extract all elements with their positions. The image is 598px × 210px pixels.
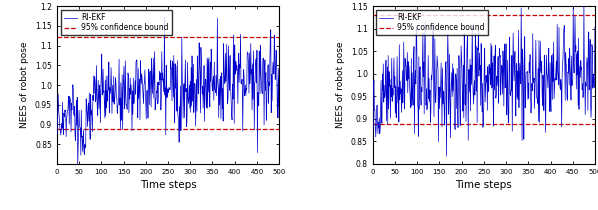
RI-EKF: [54, 132, 61, 135]
95% confidence bound: [370, 122, 377, 125]
RI-EKF: [502, 80, 509, 82]
RI-EKF: [276, 75, 283, 77]
RI-EKF: [236, 66, 243, 69]
RI-EKF: [580, 0, 587, 3]
Legend: RI-EKF, 95% confidence bound: RI-EKF, 95% confidence bound: [60, 10, 172, 35]
95% confidence bound: [54, 127, 61, 130]
Line: RI-EKF: RI-EKF: [373, 1, 595, 156]
95% confidence bound: [53, 127, 60, 130]
RI-EKF: [74, 164, 81, 167]
Line: RI-EKF: RI-EKF: [57, 17, 279, 166]
RI-EKF: [552, 79, 559, 81]
Y-axis label: NEES of robot pose: NEES of robot pose: [20, 42, 29, 128]
RI-EKF: [370, 130, 377, 133]
X-axis label: Time steps: Time steps: [456, 180, 512, 190]
RI-EKF: [161, 16, 168, 19]
RI-EKF: [271, 53, 278, 56]
RI-EKF: [490, 125, 497, 127]
Y-axis label: NEES of robot pose: NEES of robot pose: [336, 42, 345, 128]
RI-EKF: [475, 75, 483, 77]
95% confidence bound: [369, 122, 376, 125]
RI-EKF: [443, 155, 450, 157]
RI-EKF: [587, 101, 594, 103]
X-axis label: Time steps: Time steps: [140, 180, 196, 190]
RI-EKF: [161, 94, 169, 96]
RI-EKF: [477, 64, 484, 67]
RI-EKF: [187, 80, 194, 83]
Legend: RI-EKF, 95% confidence bound: RI-EKF, 95% confidence bound: [376, 10, 487, 35]
RI-EKF: [175, 116, 182, 118]
RI-EKF: [160, 81, 167, 83]
RI-EKF: [591, 25, 598, 28]
